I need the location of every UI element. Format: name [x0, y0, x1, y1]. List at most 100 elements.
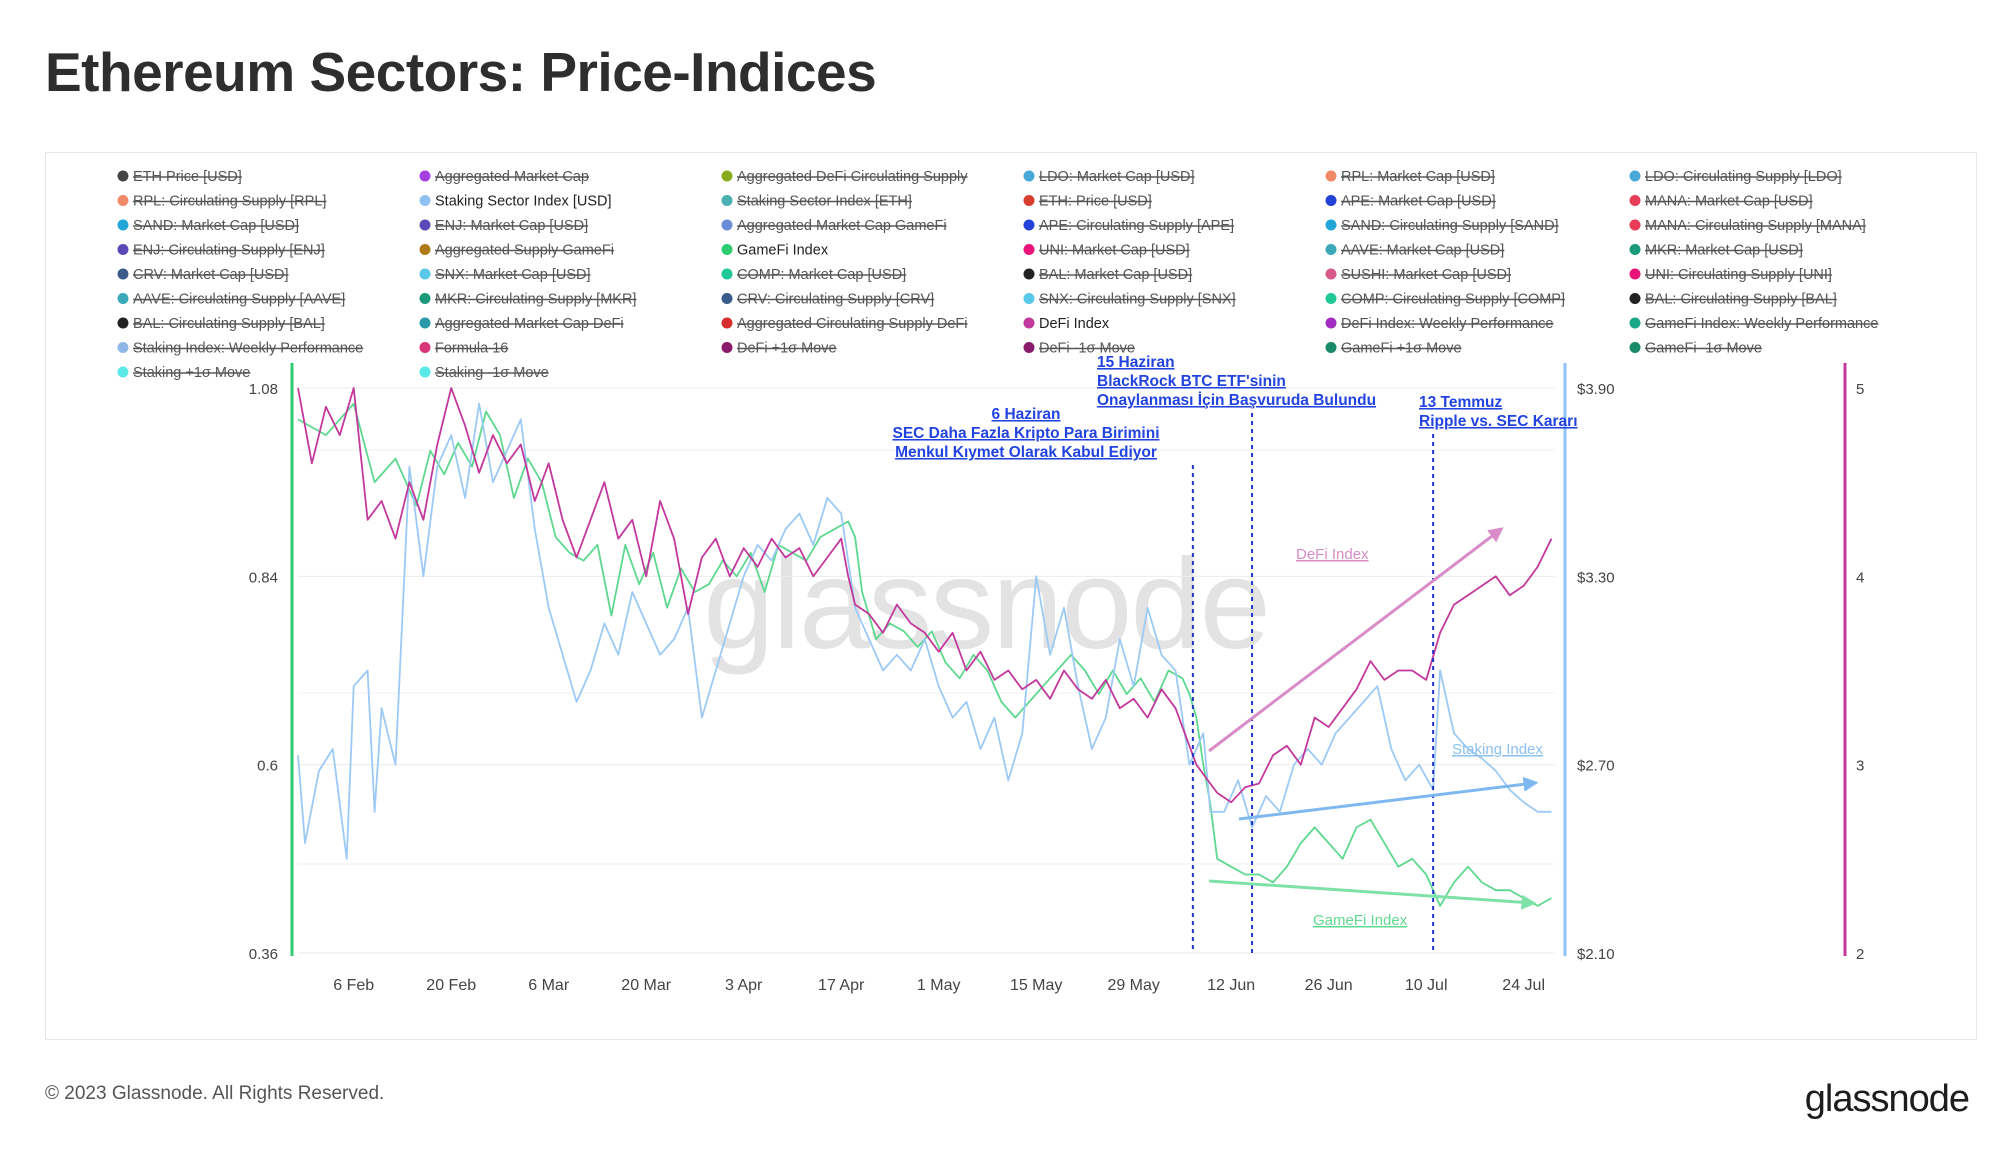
legend-swatch	[419, 366, 431, 378]
legend-label: Staking +1σ Move	[133, 365, 250, 381]
right-axis-staking-tick: $3.30	[1577, 569, 1615, 586]
legend-swatch	[1629, 342, 1641, 353]
left-axis-tick: 0.6	[257, 758, 278, 775]
legend-swatch	[721, 195, 733, 206]
trend-label-defi: DeFi Index	[1296, 546, 1369, 563]
legend-label: UNI: Market Cap [USD]	[1039, 243, 1190, 259]
legend-swatch	[1023, 317, 1035, 329]
legend-label: Aggregated Market Cap GameFi	[737, 218, 947, 234]
legend-item[interactable]: Aggregated DeFi Circulating Supply	[721, 169, 969, 185]
legend-label: COMP: Circulating Supply [COMP]	[1341, 292, 1565, 308]
legend-item[interactable]: COMP: Market Cap [USD]	[721, 267, 907, 283]
legend-label: APE: Circulating Supply [APE]	[1039, 218, 1234, 234]
legend-item[interactable]: APE: Circulating Supply [APE]	[1023, 218, 1235, 234]
legend-item[interactable]: APE: Market Cap [USD]	[1325, 194, 1496, 210]
legend-swatch	[1325, 268, 1337, 280]
legend-item[interactable]: ETH: Price [USD]	[1023, 194, 1152, 210]
legend-item[interactable]: DeFi +1σ Move	[721, 341, 837, 357]
legend-swatch	[117, 244, 129, 255]
legend-item[interactable]: Staking +1σ Move	[117, 365, 251, 381]
legend-item[interactable]: MKR: Circulating Supply [MKR]	[419, 292, 637, 308]
chart-frame: glassnode 1.08 0.84 0.6 0.36 $3.90 $3.30 $2.70 $…	[45, 152, 1977, 1040]
legend-label: BAL: Circulating Supply [BAL]	[1645, 292, 1837, 308]
legend-swatch	[117, 219, 129, 231]
legend-item[interactable]: RPL: Market Cap [USD]	[1325, 169, 1495, 185]
legend-item[interactable]: BAL: Circulating Supply [BAL]	[117, 316, 325, 332]
legend-label: Aggregated Market Cap	[435, 169, 589, 185]
legend-item[interactable]: Formula 16	[419, 341, 509, 357]
legend: ETH Price [USD] Aggregated Market Cap Aggr…	[117, 169, 1879, 381]
legend-item[interactable]: AAVE: Market Cap [USD]	[1325, 243, 1505, 259]
legend-item[interactable]: UNI: Market Cap [USD]	[1023, 243, 1190, 259]
legend-swatch	[419, 244, 431, 255]
legend-item[interactable]: Aggregated Circulating Supply DeFi	[721, 316, 968, 332]
legend-item[interactable]: Aggregated Market Cap	[419, 169, 589, 185]
legend-swatch	[1325, 219, 1337, 231]
legend-item[interactable]: SUSHI: Market Cap [USD]	[1325, 267, 1512, 283]
event-label-line: 13 Temmuz	[1419, 394, 1503, 411]
legend-swatch	[1023, 268, 1035, 280]
legend-item[interactable]: ETH Price [USD]	[117, 169, 242, 185]
legend-swatch	[117, 317, 129, 329]
legend-swatch	[1325, 317, 1337, 329]
legend-item[interactable]: RPL: Circulating Supply [RPL]	[117, 194, 327, 210]
legend-label: ETH: Price [USD]	[1039, 194, 1152, 210]
legend-swatch	[1629, 317, 1641, 329]
legend-swatch	[419, 317, 431, 329]
legend-item[interactable]: Staking Index: Weekly Performance	[117, 341, 364, 357]
legend-item[interactable]: DeFi -1σ Move	[1023, 341, 1135, 357]
legend-item[interactable]: MANA: Circulating Supply [MANA]	[1629, 218, 1866, 234]
legend-item[interactable]: Aggregated Market Cap DeFi	[419, 316, 624, 332]
legend-item[interactable]: DeFi Index	[1023, 316, 1110, 332]
legend-swatch	[419, 170, 431, 182]
legend-item[interactable]: CRV: Circulating Supply [CRV]	[721, 292, 935, 308]
legend-item[interactable]: AAVE: Circulating Supply [AAVE]	[117, 292, 346, 308]
right-axis-staking-tick: $2.10	[1577, 946, 1615, 963]
legend-item[interactable]: GameFi +1σ Move	[1325, 341, 1462, 357]
x-axis-tick: 12 Jun	[1207, 977, 1255, 994]
legend-item[interactable]: COMP: Circulating Supply [COMP]	[1325, 292, 1566, 308]
legend-item[interactable]: LDO: Circulating Supply [LDO]	[1629, 169, 1842, 185]
legend-swatch	[1023, 342, 1035, 353]
legend-item[interactable]: SAND: Circulating Supply [SAND]	[1325, 218, 1559, 234]
legend-item[interactable]: DeFi Index: Weekly Performance	[1325, 316, 1554, 332]
legend-item[interactable]: Aggregated Market Cap GameFi	[721, 218, 947, 234]
legend-item[interactable]: MKR: Market Cap [USD]	[1629, 243, 1803, 259]
legend-label: UNI: Circulating Supply [UNI]	[1645, 267, 1832, 283]
legend-item[interactable]: Aggregated Supply GameFi	[419, 243, 614, 259]
legend-item[interactable]: SAND: Market Cap [USD]	[117, 218, 300, 234]
legend-swatch	[1023, 170, 1035, 182]
legend-item[interactable]: Staking -1σ Move	[419, 365, 549, 381]
legend-item[interactable]: BAL: Market Cap [USD]	[1023, 267, 1193, 283]
legend-swatch	[1325, 244, 1337, 255]
trend-arrow-gamefi	[1208, 879, 1537, 910]
legend-item[interactable]: UNI: Circulating Supply [UNI]	[1629, 267, 1832, 283]
legend-item[interactable]: GameFi -1σ Move	[1629, 341, 1762, 357]
x-axis-tick: 29 May	[1107, 977, 1159, 994]
legend-item[interactable]: BAL: Circulating Supply [BAL]	[1629, 292, 1837, 308]
legend-label: BAL: Circulating Supply [BAL]	[133, 316, 325, 332]
legend-item[interactable]: GameFi Index: Weekly Performance	[1629, 316, 1879, 332]
legend-swatch	[117, 268, 129, 280]
legend-item[interactable]: ENJ: Circulating Supply [ENJ]	[117, 243, 325, 259]
legend-label: GameFi -1σ Move	[1645, 341, 1762, 357]
legend-item[interactable]: MANA: Market Cap [USD]	[1629, 194, 1813, 210]
legend-item[interactable]: SNX: Circulating Supply [SNX]	[1023, 292, 1236, 308]
legend-label: SAND: Circulating Supply [SAND]	[1341, 218, 1559, 234]
legend-swatch	[1023, 293, 1035, 304]
legend-item[interactable]: SNX: Market Cap [USD]	[419, 267, 591, 283]
legend-item[interactable]: GameFi Index	[721, 243, 829, 259]
left-axis-tick: 0.84	[249, 569, 278, 586]
right-axis-defi-tick: 5	[1856, 381, 1864, 398]
legend-item[interactable]: Staking Sector Index [ETH]	[721, 194, 912, 210]
legend-item[interactable]: CRV: Market Cap [USD]	[117, 267, 289, 283]
series-line-defi-index	[297, 387, 1553, 804]
chart-svg: glassnode 1.08 0.84 0.6 0.36 $3.90 $3.30 $2.70 $…	[117, 169, 1879, 994]
legend-item[interactable]: ENJ: Market Cap [USD]	[419, 218, 589, 234]
legend-item[interactable]: LDO: Market Cap [USD]	[1023, 169, 1195, 185]
legend-label: CRV: Circulating Supply [CRV]	[737, 292, 934, 308]
legend-swatch	[1023, 244, 1035, 255]
legend-item[interactable]: Staking Sector Index [USD]	[419, 194, 612, 210]
legend-label: DeFi Index: Weekly Performance	[1341, 316, 1553, 332]
legend-label: Formula 16	[435, 341, 508, 357]
